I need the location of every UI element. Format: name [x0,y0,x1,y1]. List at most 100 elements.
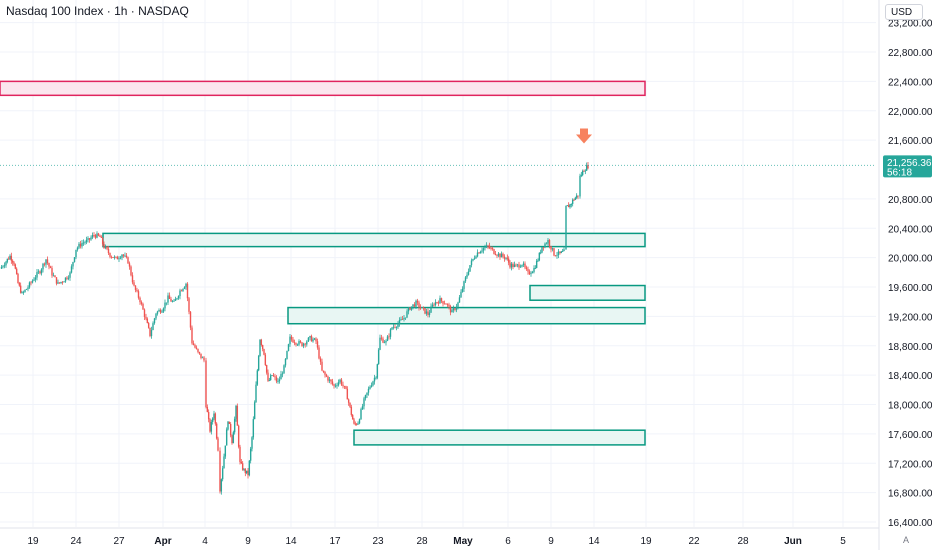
candle-body [186,283,189,299]
down-arrow-icon [576,128,592,144]
y-tick-label: 17,600.00 [888,430,932,441]
candle-body [189,311,192,328]
candle-body [280,374,282,380]
x-tick-label: 24 [70,536,82,547]
candle-body [247,470,249,476]
candle-body [122,254,125,256]
candle-body [224,445,227,457]
candle-body [369,386,371,389]
candle-body [583,170,585,172]
candle-body [376,364,379,378]
candle-body [13,262,15,265]
candle-body [535,260,538,268]
candle-body [121,254,123,258]
candle-body [325,374,328,377]
candle-body [298,341,300,345]
candle-body [174,299,177,301]
candle-body [240,461,243,464]
candle-body [451,310,453,313]
candle-body [395,327,398,328]
auto-scale-button[interactable]: A [902,535,909,545]
candle-body [347,399,350,403]
candle-body [377,349,380,365]
candle-body [48,262,50,267]
candle-body [296,344,299,346]
candle-body [454,308,456,310]
candle-body [70,266,73,273]
candle-body [185,283,187,288]
candle-body [67,277,70,279]
candle-body [364,395,367,399]
candle-body [139,297,141,303]
candle-body [33,279,35,281]
candle-body [550,246,552,250]
candle-body [221,468,224,480]
candle-body [259,339,261,357]
candle-body [167,295,169,303]
candle-body [482,248,485,251]
candle-body [206,406,209,413]
candle-body [75,249,77,258]
candle-body [210,421,213,432]
candle-body [357,423,359,425]
candle-body [170,298,172,302]
y-tick-label: 17,200.00 [888,459,932,470]
candle-body [551,248,554,250]
candle-body [569,204,571,208]
candle-body [512,263,514,268]
candle-body [30,282,32,284]
candle-body [545,243,548,245]
candle-body [0,266,3,269]
candle-body [386,336,389,341]
candle-body [563,249,565,252]
y-tick-label: 21,600.00 [888,136,932,147]
candle-body [213,413,215,419]
candle-body [416,300,419,303]
candle-body [265,364,268,373]
exchange-label: NASDAQ [138,4,189,18]
candle-body [457,302,459,307]
candle-body [183,287,186,289]
candle-body [215,423,218,439]
candle-body [14,264,17,269]
candle-body [436,302,438,303]
candle-body [440,298,443,302]
candle-body [559,251,561,253]
demand-zone [529,284,646,301]
currency-button[interactable]: USD [885,4,923,20]
candle-body [351,414,354,420]
candle-body [310,335,313,342]
candle-body [400,319,402,321]
candle-body [361,406,364,410]
candle-body [506,257,509,259]
candle-body [561,251,564,252]
candle-body [58,282,61,284]
candle-body [228,421,231,424]
candle-body [510,263,513,268]
candle-body [149,327,151,337]
candle-body [350,406,353,415]
candle-body [42,263,44,270]
candle-body [152,323,154,331]
candle-body [90,237,92,240]
candle-body [103,243,105,248]
candle-body [580,175,583,176]
candle-body [487,245,489,247]
x-tick-label: May [453,536,473,547]
candle-body [79,243,82,247]
candle-body [6,258,9,262]
candle-body [439,298,441,304]
candle-body [264,354,267,365]
candle-body [372,381,374,386]
candle-body [530,273,532,275]
candle-body [479,251,482,254]
candle-body [27,287,29,290]
candle-body [334,385,337,387]
candle-body [243,469,245,470]
candle-body [260,339,263,346]
demand-zone [287,306,646,325]
candle-body [143,309,146,317]
y-tick-label: 18,400.00 [888,371,932,382]
